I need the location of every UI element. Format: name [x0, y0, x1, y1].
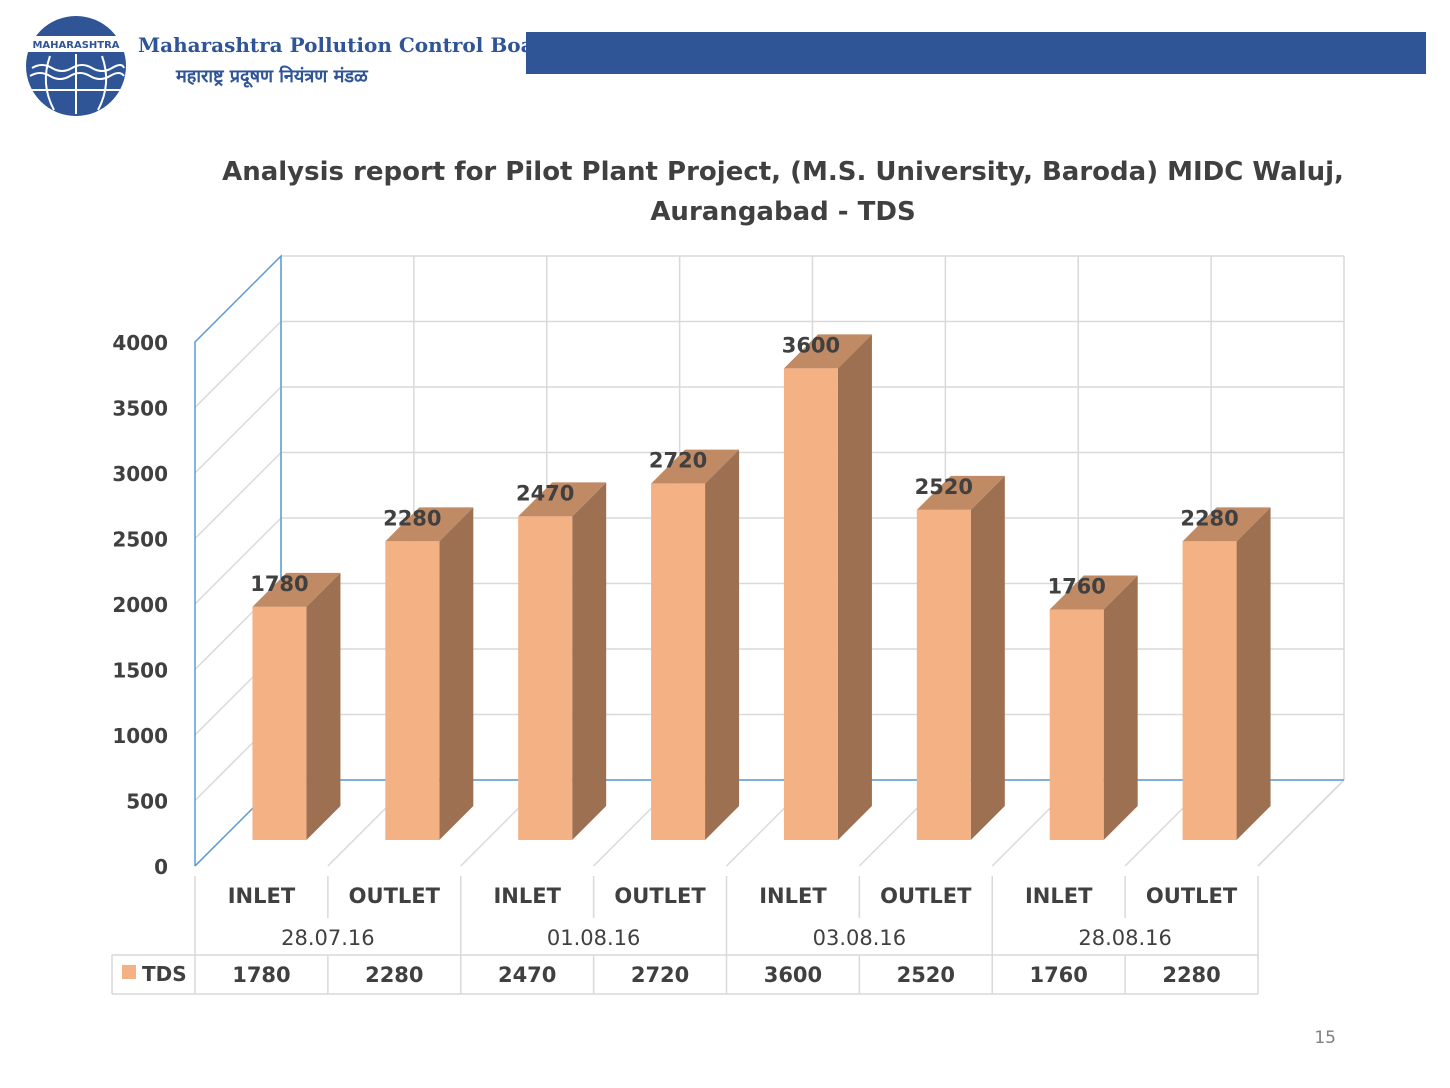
gridline-side [194, 386, 282, 474]
y-tick-label: 4000 [112, 331, 168, 355]
chart-bars [252, 334, 1271, 840]
bar-top [252, 572, 341, 607]
bar-side [1103, 575, 1138, 840]
bar [1182, 507, 1271, 840]
table-value: 2470 [498, 963, 556, 987]
page-number: 15 [1314, 1028, 1336, 1048]
logo-text: MAHARASHTRA [32, 40, 119, 51]
legend-label: TDS [142, 962, 187, 986]
bar-side [1236, 507, 1271, 840]
gridline-side [194, 320, 282, 409]
bar-side [705, 449, 740, 840]
x-category-label: OUTLET [880, 884, 972, 908]
bar-front [783, 368, 838, 840]
bar-side [970, 475, 1005, 840]
y-tick-label: 500 [126, 790, 168, 814]
bar-top [518, 482, 607, 517]
bar [252, 572, 341, 840]
axis-walls [194, 254, 1344, 866]
x-group-label: 28.07.16 [281, 926, 375, 950]
bar-top [783, 334, 872, 369]
table-value: 1760 [1029, 963, 1087, 987]
y-tick-label: 3000 [112, 462, 168, 486]
bar-side [572, 482, 607, 840]
bar-front [252, 606, 307, 840]
data-label: 1760 [1047, 574, 1105, 598]
data-label: 2280 [383, 506, 441, 530]
bar-top [1049, 575, 1138, 610]
chart-title: Analysis report for Pilot Plant Project,… [222, 157, 1344, 227]
bar [916, 475, 1005, 840]
bar-top [651, 449, 740, 484]
gridline-side [194, 517, 282, 605]
floor-line [1257, 779, 1345, 867]
x-group-label: 28.08.16 [1078, 926, 1172, 950]
bar-top [1182, 507, 1271, 542]
table-value: 3600 [764, 963, 822, 987]
data-label: 3600 [782, 333, 840, 357]
x-category-label: INLET [493, 884, 561, 908]
org-name-english: Maharashtra Pollution Control Board [138, 33, 559, 57]
y-tick-label: 2500 [112, 528, 168, 552]
bar-top [916, 475, 1005, 510]
x-category-label: OUTLET [1146, 884, 1238, 908]
bar-front [1182, 541, 1237, 840]
bar-front [518, 516, 573, 840]
y-tick-label: 3500 [112, 397, 168, 421]
bar-front [1049, 609, 1104, 840]
table-value: 2280 [1162, 963, 1220, 987]
x-category-label: OUTLET [614, 884, 706, 908]
data-label: 2470 [516, 481, 574, 505]
bar-top [385, 507, 474, 542]
bar-front [651, 483, 706, 840]
bar-side [306, 572, 341, 840]
x-group-label: 03.08.16 [813, 926, 907, 950]
data-label: 2280 [1180, 506, 1238, 530]
x-group-label: 01.08.16 [547, 926, 641, 950]
chart-labels: 0 500 1000 1500 2000 2500 3000 3500 4000 1780 2280… [112, 331, 1238, 879]
bar [1049, 575, 1138, 840]
data-label: 2520 [915, 475, 973, 499]
x-category-label: INLET [759, 884, 827, 908]
data-label: 1780 [250, 572, 308, 596]
chart-walls [194, 254, 1345, 867]
bar [651, 449, 740, 840]
mpcb-logo: MAHARASHTRA [22, 16, 130, 116]
table-value: 2280 [365, 963, 423, 987]
header-banner [526, 32, 1426, 74]
bar-front [916, 509, 971, 840]
table-value: 2520 [897, 963, 955, 987]
legend-swatch [122, 965, 136, 979]
bar [385, 507, 474, 840]
x-category-label: INLET [1025, 884, 1093, 908]
table-value: 2720 [631, 963, 689, 987]
y-tick-label: 0 [154, 855, 168, 879]
x-category-label: OUTLET [349, 884, 441, 908]
x-category-label: INLET [228, 884, 296, 908]
bar [518, 482, 607, 840]
data-table: INLET 1780 OUTLET 2280 INLET 2470 OUTLET 2720 IN… [111, 876, 1259, 995]
table-value: 1780 [232, 963, 290, 987]
y-tick-label: 1000 [112, 724, 168, 748]
y-tick-label: 1500 [112, 659, 168, 683]
data-label: 2720 [649, 449, 707, 473]
gridline-side [194, 451, 282, 540]
bar-side [439, 507, 474, 840]
y-tick-label: 2000 [112, 593, 168, 617]
bar-side [837, 334, 872, 840]
bar [783, 334, 872, 840]
bar-front [385, 541, 440, 840]
org-name-marathi: महाराष्ट्र प्रदूषण नियंत्रण मंडळ [176, 66, 368, 87]
